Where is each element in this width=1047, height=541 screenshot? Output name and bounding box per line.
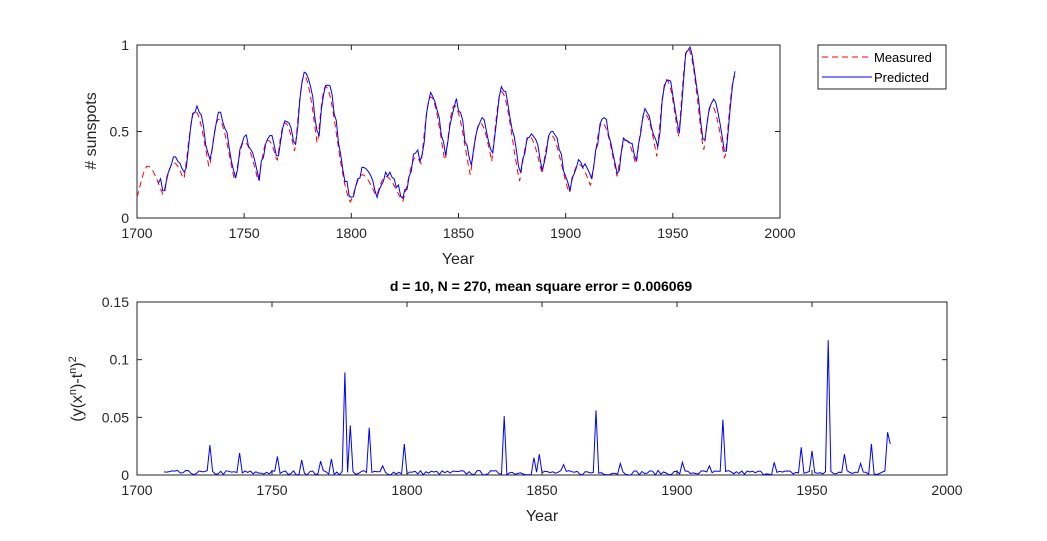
bottom-plot-lines (163, 340, 891, 476)
top-plot-xlabel: Year (442, 251, 475, 268)
bottom-plot-ytick-label: 0.05 (102, 409, 129, 425)
bottom-plot: d = 10, N = 270, mean square error = 0.0… (67, 278, 963, 525)
top-plot-ticks: 1700 1750 1800 1850 1900 1950 2000 0 0.5 1 (110, 37, 796, 241)
bottom-plot-xtick-label: 1950 (796, 482, 827, 498)
bottom-plot-ylabel: (y(xn)-tn)2 (67, 356, 86, 421)
bottom-plot-ytick-label: 0.15 (102, 294, 129, 310)
series-error-line (163, 340, 891, 476)
bottom-plot-ticks: 1700 1750 1800 1850 1900 1950 2000 0 0.05 0.1 0.15 (102, 294, 963, 498)
bottom-plot-ytick-label: 0 (121, 467, 129, 483)
top-plot-ytick-label: 1 (121, 37, 129, 53)
top-plot-ytick-label: 0.5 (110, 124, 130, 140)
bottom-plot-title: d = 10, N = 270, mean square error = 0.0… (390, 278, 693, 294)
bottom-plot-xtick-label: 1750 (256, 482, 287, 498)
top-plot-ytick-label: 0 (121, 210, 129, 226)
top-plot-lines (136, 45, 736, 204)
top-plot: 1700 1750 1800 1850 1900 1950 2000 0 0.5 1 Year #… (83, 37, 796, 268)
bottom-plot-xtick-label: 2000 (931, 482, 962, 498)
top-plot-frame (136, 44, 781, 219)
top-plot-xtick-label: 1850 (443, 225, 474, 241)
bottom-plot-xtick-label: 1700 (121, 482, 152, 498)
bottom-plot-xtick-label: 1800 (391, 482, 422, 498)
legend-box (817, 44, 947, 90)
legend-measured-label: Measured (874, 50, 932, 65)
top-plot-xtick-label: 1900 (550, 225, 581, 241)
bottom-plot-frame (136, 301, 948, 476)
top-plot-xtick-label: 1950 (657, 225, 688, 241)
legend-predicted-label: Predicted (874, 70, 929, 85)
bottom-plot-ytick-label: 0.1 (110, 352, 130, 368)
top-plot-xtick-label: 2000 (764, 225, 795, 241)
series-predicted-line (157, 45, 736, 200)
legend: Measured Predicted (817, 44, 947, 90)
bottom-plot-xtick-label: 1900 (661, 482, 692, 498)
bottom-plot-xtick-label: 1850 (526, 482, 557, 498)
bottom-plot-xlabel: Year (526, 508, 559, 525)
top-plot-xtick-label: 1750 (229, 225, 260, 241)
top-plot-ylabel: # sunspots (83, 92, 100, 169)
top-plot-xtick-label: 1800 (336, 225, 367, 241)
top-plot-xtick-label: 1700 (121, 225, 152, 241)
